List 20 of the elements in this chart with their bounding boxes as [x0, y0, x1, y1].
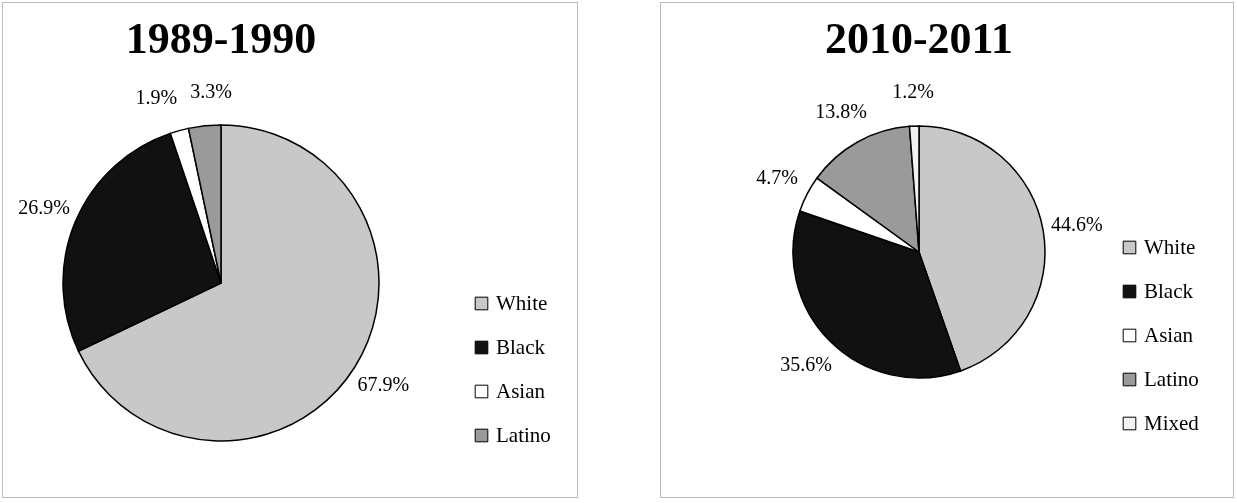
legend-label: Black [496, 334, 546, 359]
legend-label: Asian [1144, 322, 1194, 347]
data-label: 26.9% [18, 196, 70, 219]
data-label: 3.3% [190, 80, 232, 103]
data-label: 67.9% [357, 373, 410, 396]
legend-label: Asian [496, 378, 546, 403]
data-label: 1.2% [892, 80, 934, 103]
legend-label: White [1144, 234, 1196, 259]
legend-label: White [496, 290, 548, 315]
chart-title: 1989-1990 [125, 14, 317, 64]
chart-title: 2010-2011 [824, 14, 1014, 64]
legend-label: Latino [496, 422, 551, 447]
data-label: 1.9% [135, 85, 178, 108]
legend-label: Black [1144, 278, 1194, 303]
data-label: 44.6% [1050, 213, 1103, 236]
data-label: 4.7% [756, 166, 798, 189]
legend-label: Latino [1144, 366, 1199, 391]
data-label: 13.8% [815, 100, 867, 123]
data-label: 35.6% [780, 353, 832, 376]
legend-label: Mixed [1144, 410, 1200, 435]
